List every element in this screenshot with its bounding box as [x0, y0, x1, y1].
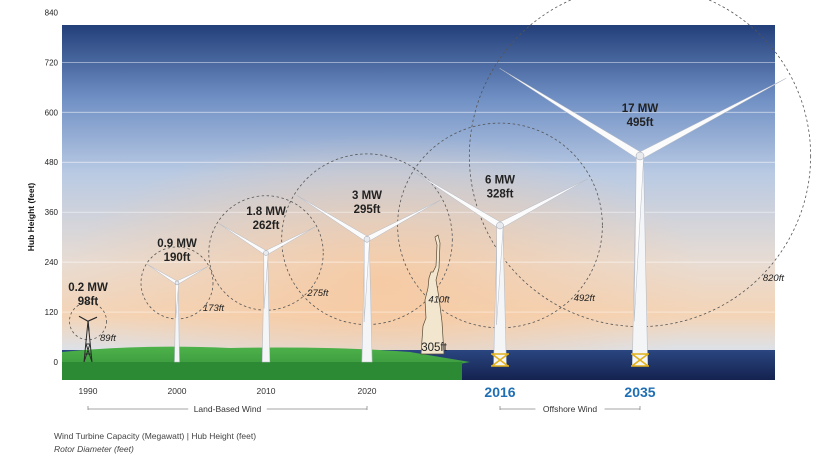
capacity-label-2016: 6 MW — [485, 174, 515, 186]
hub-2016 — [496, 221, 504, 230]
liberty-height-label: 305ft — [421, 342, 447, 354]
y-axis: Hub Height (feet) 0 120 240 360 480 600 720 840 — [26, 8, 59, 367]
rotor-diameter-label-1990: 89ft — [100, 333, 116, 344]
turbines — [78, 68, 787, 367]
rotor-circle-2010 — [208, 195, 324, 311]
hub-2010 — [263, 250, 269, 256]
y-tick-720: 720 — [45, 58, 59, 67]
capacity-label-1990: 0.2 MW — [68, 282, 108, 294]
year-label-2016: 2016 — [484, 384, 515, 400]
year-label-2010: 2010 — [257, 386, 276, 396]
hub-height-label-2010: 262ft — [253, 220, 280, 232]
sky-glow — [62, 25, 775, 355]
hub-height-label-2035: 495ft — [627, 117, 654, 129]
hub-height-label-2000: 190ft — [164, 252, 191, 264]
rotor-diameter-label-2020: 410ft — [428, 295, 449, 306]
y-tick-0: 0 — [54, 358, 59, 367]
rotor-circle-1990 — [69, 302, 107, 341]
hub-2020 — [363, 235, 371, 243]
y-axis-label: Hub Height (feet) — [26, 183, 36, 252]
year-label-2000: 2000 — [168, 386, 187, 396]
rotor-circle-2020 — [281, 153, 453, 325]
footnote-capacity: Wind Turbine Capacity (Megawatt) | Hub H… — [54, 431, 257, 441]
capacity-label-2035: 17 MW — [622, 103, 659, 115]
rotor-diameter-label-2016: 492ft — [574, 293, 595, 304]
year-label-2035: 2035 — [624, 384, 655, 400]
statue-of-liberty: 305ft — [420, 234, 448, 355]
footnote-rotor: Rotor Diameter (feet) — [54, 444, 134, 454]
rotor-diameter-label-2010: 275ft — [306, 288, 328, 299]
capacity-label-2010: 1.8 MW — [246, 206, 286, 218]
blades-1990 — [78, 315, 98, 332]
hub-height-label-2020: 295ft — [354, 204, 381, 216]
capacity-label-2020: 3 MW — [352, 190, 382, 202]
y-tick-360: 360 — [45, 208, 59, 217]
capacity-label-2000: 0.9 MW — [157, 238, 197, 250]
hub-2035 — [635, 151, 645, 161]
hub-height-label-2016: 328ft — [487, 188, 514, 200]
hub-2000 — [174, 280, 180, 286]
turbine-labels: 0.2 MW 98ft 89ft 0.9 MW 190ft 173ft 1.8 MW 262f… — [68, 103, 784, 344]
land-strip — [62, 362, 462, 380]
x-axis: 1990 2000 2010 2020 2016 2035 Land-Based Wind O… — [79, 384, 656, 414]
y-tick-120: 120 — [45, 308, 59, 317]
group-label-0: Land-Based Wind — [194, 404, 262, 414]
group-label-1: Offshore Wind — [543, 404, 597, 414]
rotor-diameter-label-2000: 173ft — [203, 303, 224, 314]
y-tick-840: 840 — [45, 8, 59, 17]
year-label-2020: 2020 — [358, 386, 377, 396]
liberty-silhouette — [420, 234, 445, 355]
y-tick-480: 480 — [45, 158, 59, 167]
y-tick-600: 600 — [45, 108, 59, 117]
hub-height-label-1990: 98ft — [78, 296, 99, 308]
rotor-diameter-label-2035: 820ft — [763, 273, 784, 284]
plot-background — [62, 25, 775, 380]
foundation-2016 — [491, 353, 509, 367]
rotor-circle-2035 — [469, 0, 811, 327]
foundation-2035 — [631, 353, 649, 367]
year-label-1990: 1990 — [79, 386, 98, 396]
y-tick-240: 240 — [45, 258, 59, 267]
